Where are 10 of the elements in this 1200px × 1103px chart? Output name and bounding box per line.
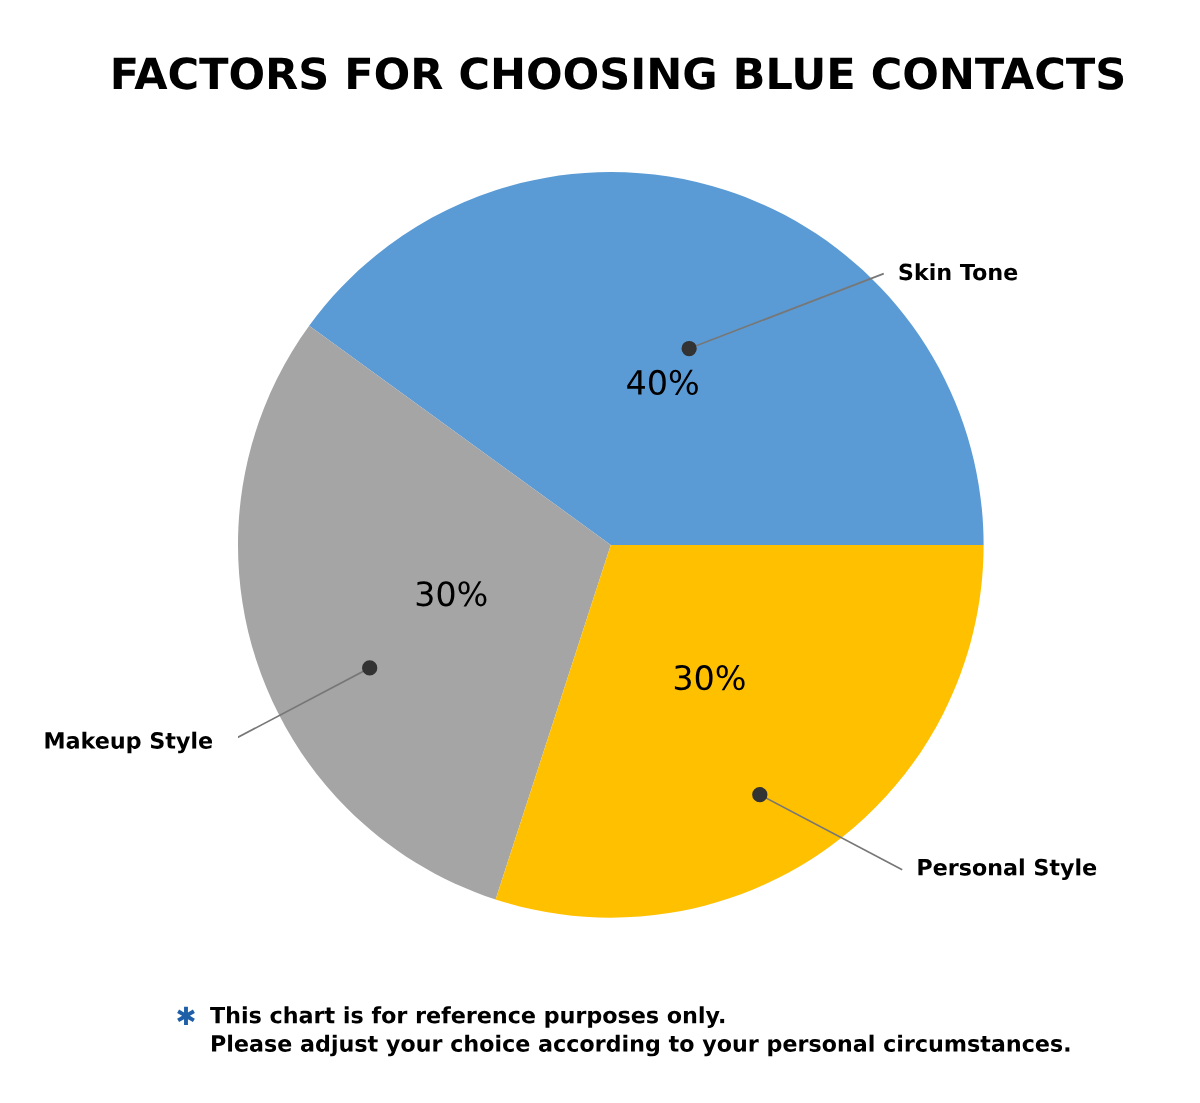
data-label: 30%	[674, 665, 745, 691]
text: ✱	[177, 1006, 195, 1025]
pie-slice	[237, 325, 611, 900]
slice-label: Personal Style	[918, 858, 1097, 881]
slice-label: Skin Tone	[899, 263, 1018, 281]
data-label: 40%	[627, 369, 698, 395]
chart-title: FACTORS FOR CHOOSING BLUE CONTACTS	[113, 57, 1124, 90]
text: This chart is for reference purposes only. Please adjust your choice according to your personal circumstances.	[210, 1006, 1070, 1057]
data-label: 30%	[416, 581, 487, 607]
slice-label: Makeup Style	[45, 731, 213, 754]
